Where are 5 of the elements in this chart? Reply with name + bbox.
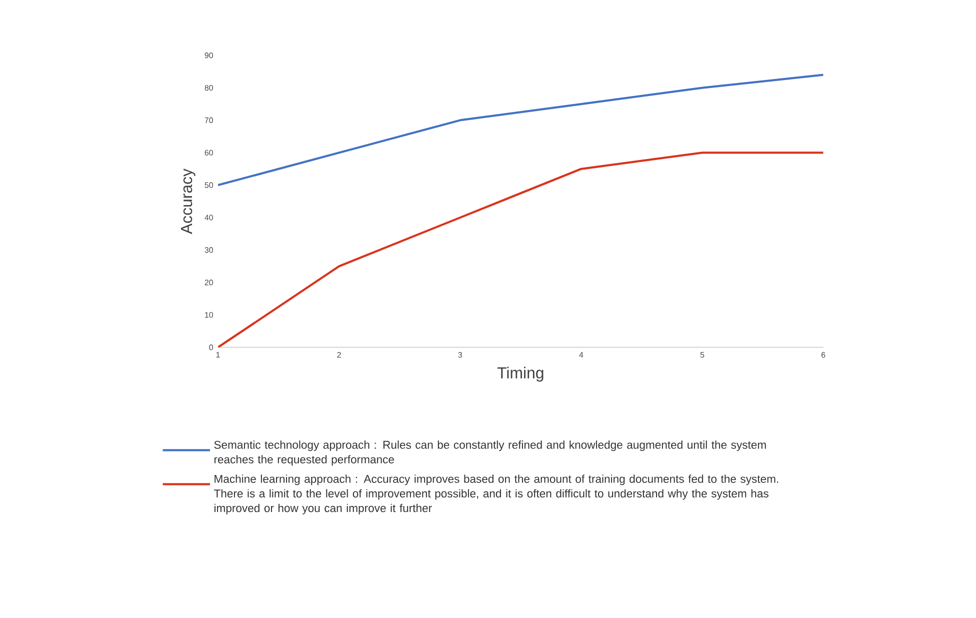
legend-label: Semantic technology approach : Rules can be constantly refined and knowledge augmented until the system reaches the requested performance: [214, 440, 766, 466]
line-series: [218, 152, 824, 348]
x-axis-title: Timing: [497, 366, 544, 382]
y-axis-title: Accuracy: [181, 168, 196, 234]
legend-label: Machine learning approach : Accuracy improves based on the amount of training documents fed to the system. There is a limit to the level of improvement possible, and it is often difficult to understand why the system has improved or how you can improve it further: [214, 474, 778, 514]
